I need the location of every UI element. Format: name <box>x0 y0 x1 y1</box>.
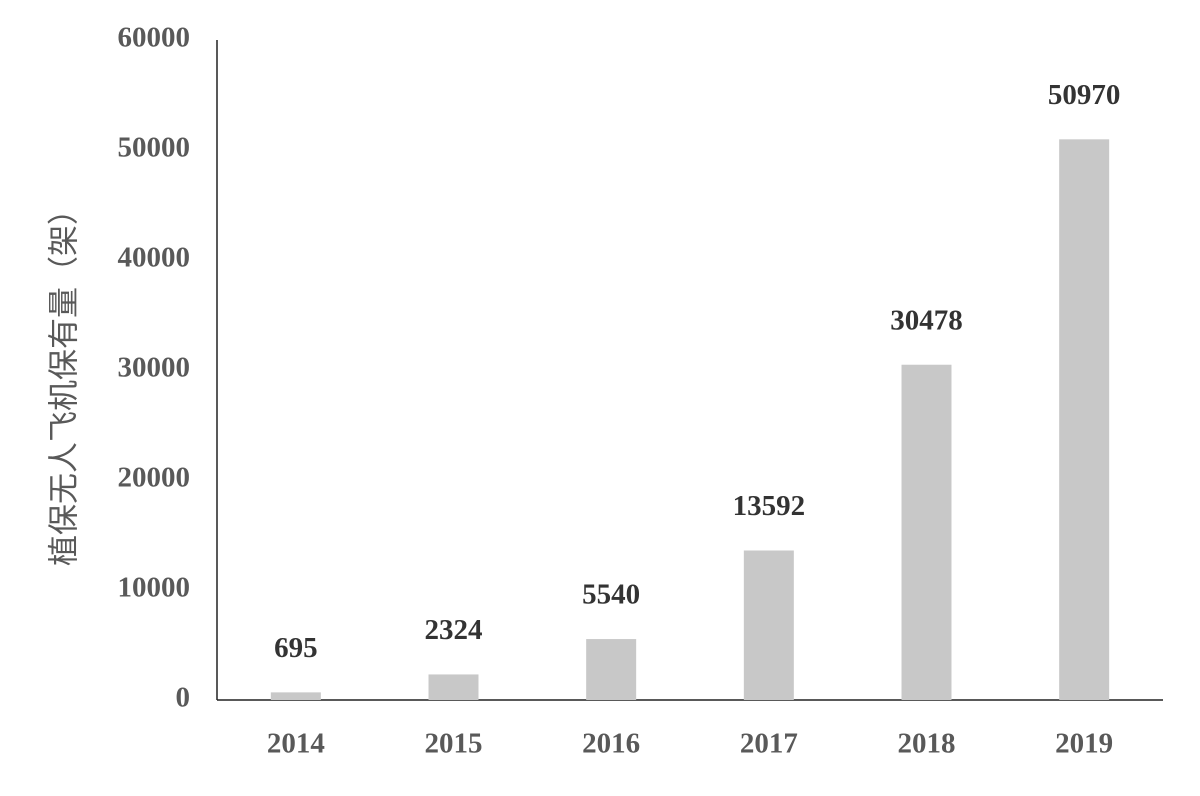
bar <box>428 674 479 700</box>
data-label: 50970 <box>1048 79 1121 111</box>
bar <box>586 639 637 700</box>
x-tick-label: 2016 <box>582 728 640 760</box>
y-tick-label: 60000 <box>118 22 191 54</box>
y-tick-label: 20000 <box>118 462 191 494</box>
y-tick-label: 30000 <box>118 352 191 384</box>
x-tick-label: 2017 <box>740 728 798 760</box>
x-tick-label: 2015 <box>425 728 483 760</box>
y-tick-label: 0 <box>176 682 191 714</box>
x-tick-label: 2014 <box>267 728 325 760</box>
bar <box>270 692 321 700</box>
data-label: 13592 <box>733 490 806 522</box>
data-label: 30478 <box>890 304 963 336</box>
bar <box>743 550 794 700</box>
y-tick-label: 50000 <box>118 132 191 164</box>
y-tick-label: 40000 <box>118 242 191 274</box>
data-label: 695 <box>274 632 318 664</box>
data-label: 5540 <box>582 579 640 611</box>
y-axis-label: 植保无人飞机保有量（架） <box>47 194 83 566</box>
x-tick-label: 2018 <box>898 728 956 760</box>
bar <box>1059 139 1110 700</box>
x-tick-label: 2019 <box>1055 728 1113 760</box>
y-tick-label: 10000 <box>118 572 191 604</box>
data-label: 2324 <box>425 614 483 646</box>
bar <box>901 364 952 700</box>
